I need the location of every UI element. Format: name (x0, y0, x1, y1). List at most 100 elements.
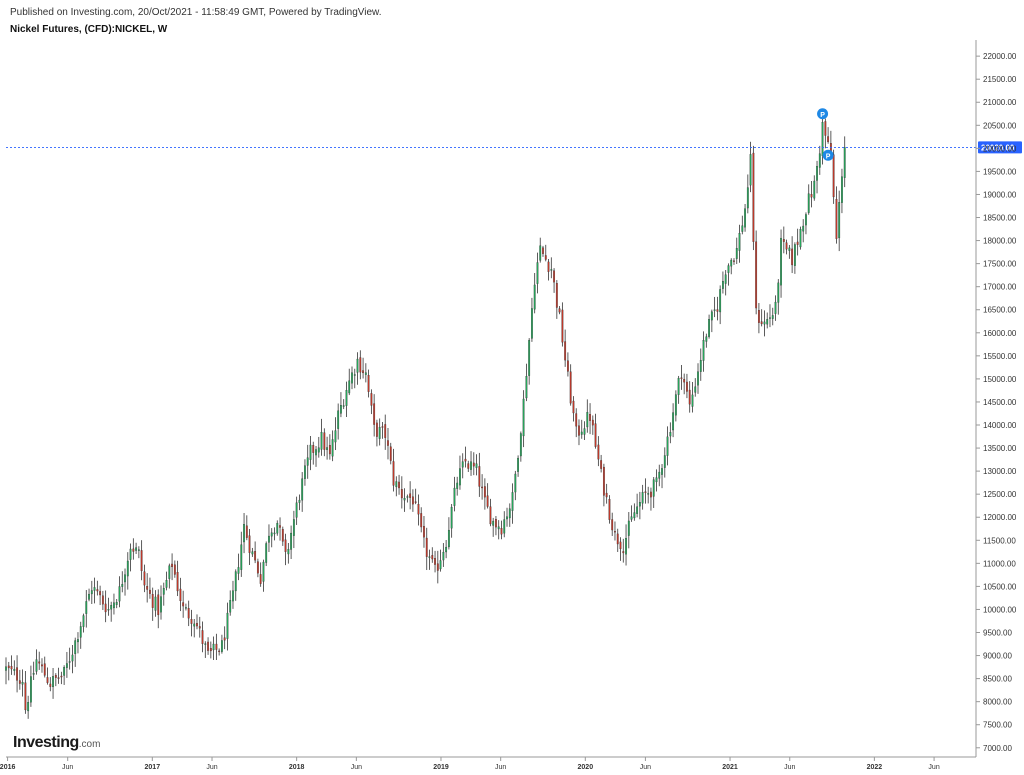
candle-body[interactable] (586, 412, 589, 428)
candle-body[interactable] (553, 270, 555, 283)
candle-body[interactable] (218, 650, 221, 653)
candle-body[interactable] (356, 358, 359, 373)
candle-body[interactable] (209, 648, 212, 652)
candle-body[interactable] (121, 583, 124, 587)
candle-body[interactable] (453, 487, 456, 506)
candle-body[interactable] (196, 622, 198, 627)
candle-body[interactable] (57, 677, 60, 679)
candle-body[interactable] (234, 571, 237, 592)
candle-body[interactable] (232, 590, 234, 602)
candle-body[interactable] (420, 513, 423, 528)
candle-body[interactable] (799, 229, 802, 248)
candle-body[interactable] (616, 533, 619, 545)
candle-body[interactable] (752, 152, 755, 242)
candle-body[interactable] (124, 574, 126, 583)
candle-body[interactable] (13, 668, 16, 671)
candle-body[interactable] (741, 225, 744, 232)
candle-body[interactable] (536, 262, 539, 284)
candle-body[interactable] (683, 379, 686, 383)
candle-body[interactable] (558, 308, 561, 313)
candle-body[interactable] (46, 677, 49, 683)
candle-body[interactable] (633, 512, 636, 519)
candle-body[interactable] (74, 640, 77, 655)
candle-body[interactable] (132, 548, 135, 552)
candle-body[interactable] (295, 502, 298, 518)
candle-body[interactable] (843, 147, 846, 178)
candle-body[interactable] (298, 499, 301, 503)
candle-body[interactable] (104, 603, 107, 613)
candle-body[interactable] (425, 537, 428, 557)
candle-body[interactable] (226, 612, 229, 639)
candle-body[interactable] (564, 341, 567, 361)
candle-body[interactable] (724, 274, 727, 284)
candle-body[interactable] (567, 360, 569, 372)
candle-body[interactable] (672, 412, 675, 431)
candle-body[interactable] (495, 519, 497, 528)
candle-body[interactable] (489, 506, 492, 525)
candle-body[interactable] (151, 594, 154, 608)
candle-body[interactable] (176, 572, 179, 592)
candle-body[interactable] (312, 445, 315, 453)
candle-body[interactable] (710, 311, 713, 321)
candle-body[interactable] (400, 489, 403, 499)
candle-body[interactable] (821, 122, 824, 156)
candle-body[interactable] (254, 551, 257, 561)
candle-body[interactable] (168, 565, 171, 579)
candle-body[interactable] (223, 637, 226, 641)
candle-body[interactable] (608, 499, 611, 520)
candle-body[interactable] (256, 561, 259, 574)
candle-body[interactable] (370, 393, 373, 406)
candle-body[interactable] (827, 136, 830, 142)
candle-body[interactable] (777, 282, 780, 303)
candle-body[interactable] (359, 357, 362, 373)
candle-body[interactable] (367, 375, 370, 392)
candle-body[interactable] (472, 462, 475, 467)
candle-body[interactable] (528, 340, 531, 376)
candle-body[interactable] (165, 580, 168, 588)
candle-body[interactable] (118, 586, 121, 602)
candle-body[interactable] (157, 594, 160, 616)
candle-body[interactable] (115, 602, 118, 605)
candle-body[interactable] (129, 548, 132, 560)
candle-body[interactable] (838, 202, 841, 239)
candle-body[interactable] (436, 563, 439, 571)
candle-body[interactable] (788, 247, 791, 251)
candle-body[interactable] (27, 702, 30, 712)
candle-body[interactable] (644, 491, 647, 493)
candle-body[interactable] (439, 560, 442, 570)
candle-body[interactable] (340, 405, 342, 414)
candle-body[interactable] (411, 496, 414, 505)
candle-body[interactable] (713, 309, 716, 311)
candle-body[interactable] (589, 414, 591, 421)
candle-body[interactable] (793, 244, 796, 266)
candle-body[interactable] (389, 446, 392, 461)
candle-body[interactable] (323, 432, 326, 450)
candle-body[interactable] (193, 623, 196, 627)
candle-body[interactable] (486, 495, 489, 507)
candle-body[interactable] (688, 389, 691, 405)
candle-body[interactable] (697, 371, 699, 386)
candle-body[interactable] (478, 466, 481, 487)
candle-body[interactable] (716, 309, 719, 312)
candle-body[interactable] (580, 431, 583, 435)
candle-body[interactable] (627, 520, 630, 536)
candle-body[interactable] (503, 519, 506, 534)
candle-body[interactable] (309, 444, 312, 460)
candle-body[interactable] (600, 460, 603, 469)
candle-body[interactable] (49, 683, 52, 687)
candle-body[interactable] (85, 601, 88, 614)
candle-body[interactable] (306, 457, 309, 466)
candle-body[interactable] (677, 377, 680, 395)
candle-body[interactable] (818, 153, 821, 168)
candle-body[interactable] (18, 680, 21, 684)
candle-body[interactable] (544, 255, 547, 260)
candle-body[interactable] (215, 643, 218, 650)
candle-body[interactable] (381, 426, 384, 428)
candle-body[interactable] (143, 571, 146, 586)
candle-body[interactable] (387, 440, 389, 446)
candle-body[interactable] (655, 477, 658, 483)
candle-body[interactable] (71, 654, 74, 662)
candle-body[interactable] (240, 544, 243, 570)
candle-body[interactable] (65, 663, 68, 668)
candle-body[interactable] (30, 676, 32, 703)
